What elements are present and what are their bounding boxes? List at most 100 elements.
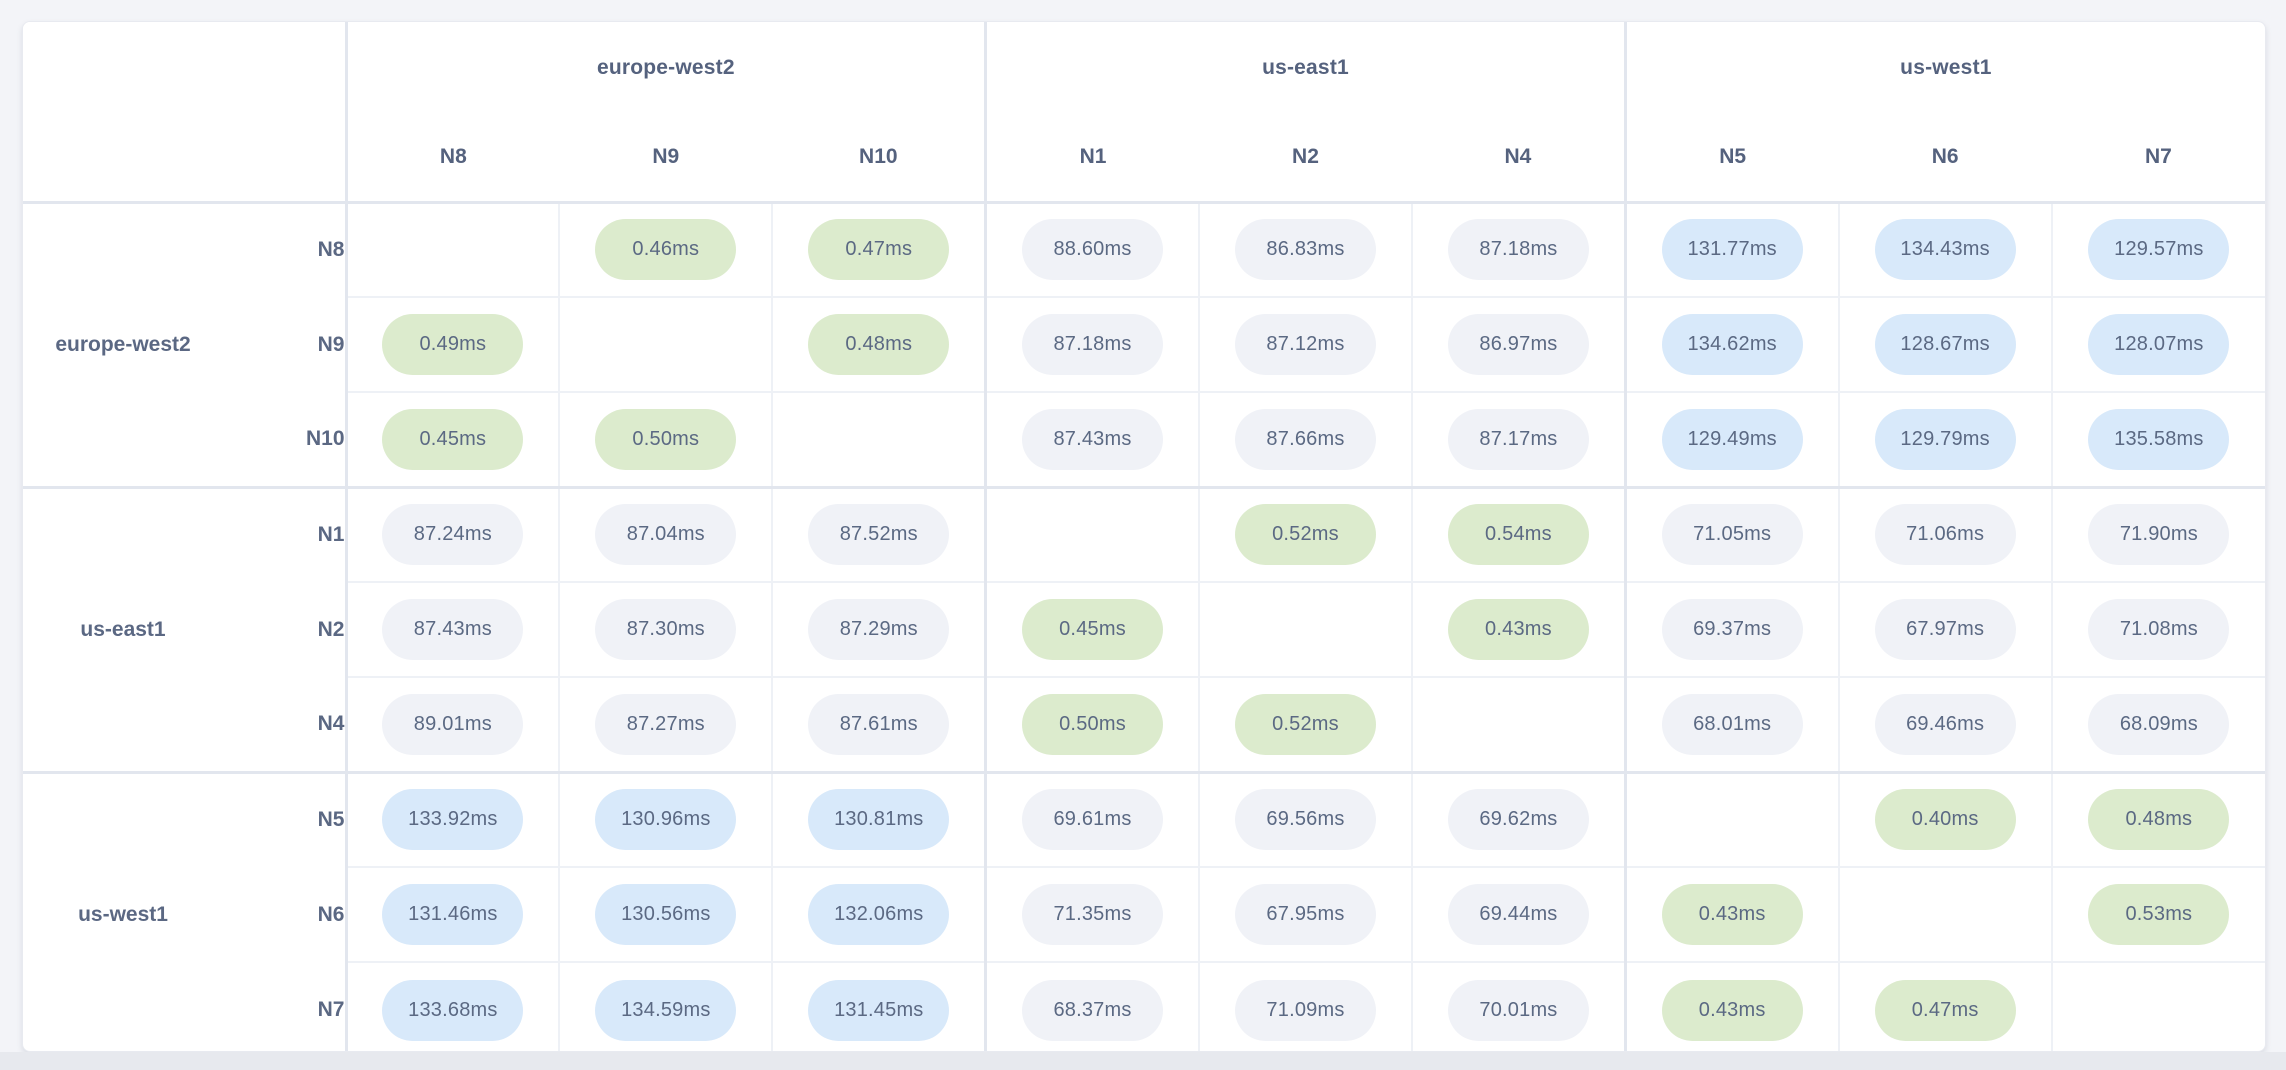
- latency-cell-N5-N10[interactable]: 130.81ms: [771, 770, 986, 867]
- latency-value-pill[interactable]: 68.09ms: [2088, 693, 2230, 755]
- latency-cell-N4-N8[interactable]: 89.01ms: [344, 676, 560, 772]
- latency-value-pill[interactable]: 0.40ms: [1874, 789, 2016, 851]
- latency-cell-N8-N10[interactable]: 0.47ms: [771, 200, 986, 297]
- latency-cell-N2-N1[interactable]: 0.45ms: [984, 581, 1199, 677]
- latency-cell-N4-N1[interactable]: 0.50ms: [984, 676, 1199, 772]
- latency-value-pill[interactable]: 134.62ms: [1661, 314, 1803, 375]
- latency-value-pill[interactable]: 0.43ms: [1661, 979, 1803, 1041]
- latency-value-pill[interactable]: 87.12ms: [1234, 314, 1376, 375]
- latency-cell-N9-N8[interactable]: 0.49ms: [344, 296, 560, 392]
- latency-value-pill[interactable]: 0.47ms: [808, 219, 950, 281]
- latency-value-pill[interactable]: 129.57ms: [2088, 219, 2230, 281]
- latency-value-pill[interactable]: 131.77ms: [1661, 219, 1803, 281]
- latency-cell-N1-N2[interactable]: 0.52ms: [1197, 485, 1413, 582]
- latency-cell-N2-N6[interactable]: 67.97ms: [1837, 581, 2052, 677]
- latency-cell-N5-N2[interactable]: 69.56ms: [1197, 770, 1413, 867]
- latency-value-pill[interactable]: 0.43ms: [1661, 884, 1803, 945]
- latency-cell-N7-N8[interactable]: 133.68ms: [344, 961, 560, 1051]
- latency-cell-N6-N10[interactable]: 132.06ms: [771, 866, 986, 962]
- latency-cell-N1-N10[interactable]: 87.52ms: [771, 485, 986, 582]
- latency-cell-N10-N5[interactable]: 129.49ms: [1623, 391, 1839, 487]
- latency-cell-N8-N1[interactable]: 88.60ms: [984, 200, 1199, 297]
- latency-cell-N1-N6[interactable]: 71.06ms: [1837, 485, 2052, 582]
- latency-value-pill[interactable]: 87.61ms: [808, 693, 950, 755]
- latency-value-pill[interactable]: 0.49ms: [382, 314, 524, 375]
- latency-cell-N5-N4[interactable]: 69.62ms: [1411, 770, 1626, 867]
- latency-cell-N8-N4[interactable]: 87.18ms: [1411, 200, 1626, 297]
- latency-value-pill[interactable]: 87.30ms: [595, 599, 737, 660]
- latency-value-pill[interactable]: 0.53ms: [2088, 884, 2230, 945]
- latency-cell-N1-N8[interactable]: 87.24ms: [344, 485, 560, 582]
- latency-value-pill[interactable]: 87.18ms: [1022, 314, 1164, 375]
- latency-cell-N9-N10[interactable]: 0.48ms: [771, 296, 986, 392]
- latency-cell-N6-N1[interactable]: 71.35ms: [984, 866, 1199, 962]
- latency-cell-N7-N4[interactable]: 70.01ms: [1411, 961, 1626, 1051]
- latency-value-pill[interactable]: 69.56ms: [1234, 789, 1376, 851]
- latency-value-pill[interactable]: 71.90ms: [2088, 504, 2230, 566]
- latency-cell-N6-N9[interactable]: 130.56ms: [558, 866, 773, 962]
- latency-value-pill[interactable]: 0.45ms: [382, 408, 524, 470]
- latency-cell-N4-N9[interactable]: 87.27ms: [558, 676, 773, 772]
- latency-value-pill[interactable]: 87.17ms: [1447, 408, 1589, 470]
- latency-cell-N7-N10[interactable]: 131.45ms: [771, 961, 986, 1051]
- latency-cell-N7-N1[interactable]: 68.37ms: [984, 961, 1199, 1051]
- latency-cell-N1-N9[interactable]: 87.04ms: [558, 485, 773, 582]
- latency-value-pill[interactable]: 69.37ms: [1661, 599, 1803, 660]
- latency-cell-N4-N6[interactable]: 69.46ms: [1837, 676, 2052, 772]
- latency-cell-N1-N4[interactable]: 0.54ms: [1411, 485, 1626, 582]
- latency-cell-N2-N9[interactable]: 87.30ms: [558, 581, 773, 677]
- latency-cell-N4-N10[interactable]: 87.61ms: [771, 676, 986, 772]
- latency-cell-N5-N9[interactable]: 130.96ms: [558, 770, 773, 867]
- latency-value-pill[interactable]: 131.46ms: [382, 884, 524, 945]
- latency-cell-N4-N2[interactable]: 0.52ms: [1197, 676, 1413, 772]
- latency-cell-N9-N2[interactable]: 87.12ms: [1197, 296, 1413, 392]
- latency-cell-N2-N4[interactable]: 0.43ms: [1411, 581, 1626, 677]
- latency-value-pill[interactable]: 68.37ms: [1022, 979, 1164, 1041]
- latency-cell-N5-N7[interactable]: 0.48ms: [2050, 770, 2265, 867]
- latency-cell-N8-N6[interactable]: 134.43ms: [1837, 200, 2052, 297]
- latency-value-pill[interactable]: 128.67ms: [1874, 314, 2016, 375]
- latency-cell-N6-N5[interactable]: 0.43ms: [1623, 866, 1839, 962]
- latency-value-pill[interactable]: 71.35ms: [1022, 884, 1164, 945]
- latency-cell-N8-N2[interactable]: 86.83ms: [1197, 200, 1413, 297]
- latency-value-pill[interactable]: 0.47ms: [1874, 979, 2016, 1041]
- latency-value-pill[interactable]: 0.52ms: [1234, 504, 1376, 566]
- latency-cell-N7-N2[interactable]: 71.09ms: [1197, 961, 1413, 1051]
- latency-value-pill[interactable]: 0.48ms: [2088, 789, 2230, 851]
- latency-cell-N9-N1[interactable]: 87.18ms: [984, 296, 1199, 392]
- latency-cell-N10-N6[interactable]: 129.79ms: [1837, 391, 2052, 487]
- latency-value-pill[interactable]: 87.66ms: [1234, 408, 1376, 470]
- latency-cell-N4-N5[interactable]: 68.01ms: [1623, 676, 1839, 772]
- latency-cell-N2-N10[interactable]: 87.29ms: [771, 581, 986, 677]
- latency-cell-N1-N5[interactable]: 71.05ms: [1623, 485, 1839, 582]
- latency-value-pill[interactable]: 68.01ms: [1661, 693, 1803, 755]
- latency-cell-N6-N4[interactable]: 69.44ms: [1411, 866, 1626, 962]
- latency-value-pill[interactable]: 134.59ms: [595, 979, 737, 1041]
- latency-value-pill[interactable]: 0.54ms: [1447, 504, 1589, 566]
- latency-value-pill[interactable]: 133.68ms: [382, 979, 524, 1041]
- latency-value-pill[interactable]: 69.44ms: [1447, 884, 1589, 945]
- latency-cell-N7-N6[interactable]: 0.47ms: [1837, 961, 2052, 1051]
- latency-cell-N10-N8[interactable]: 0.45ms: [344, 391, 560, 487]
- latency-value-pill[interactable]: 130.56ms: [595, 884, 737, 945]
- latency-cell-N2-N7[interactable]: 71.08ms: [2050, 581, 2265, 677]
- latency-cell-N5-N8[interactable]: 133.92ms: [344, 770, 560, 867]
- latency-value-pill[interactable]: 0.46ms: [595, 219, 737, 281]
- latency-value-pill[interactable]: 69.46ms: [1874, 693, 2016, 755]
- latency-cell-N1-N7[interactable]: 71.90ms: [2050, 485, 2265, 582]
- latency-value-pill[interactable]: 131.45ms: [808, 979, 950, 1041]
- latency-value-pill[interactable]: 69.62ms: [1447, 789, 1589, 851]
- latency-cell-N2-N8[interactable]: 87.43ms: [344, 581, 560, 677]
- latency-value-pill[interactable]: 0.52ms: [1234, 693, 1376, 755]
- latency-value-pill[interactable]: 87.27ms: [595, 693, 737, 755]
- latency-value-pill[interactable]: 71.09ms: [1234, 979, 1376, 1041]
- latency-value-pill[interactable]: 129.79ms: [1874, 408, 2016, 470]
- latency-cell-N5-N6[interactable]: 0.40ms: [1837, 770, 2052, 867]
- latency-value-pill[interactable]: 70.01ms: [1447, 979, 1589, 1041]
- latency-cell-N9-N4[interactable]: 86.97ms: [1411, 296, 1626, 392]
- latency-cell-N10-N4[interactable]: 87.17ms: [1411, 391, 1626, 487]
- latency-value-pill[interactable]: 133.92ms: [382, 789, 524, 851]
- latency-value-pill[interactable]: 0.50ms: [595, 408, 737, 470]
- latency-cell-N6-N2[interactable]: 67.95ms: [1197, 866, 1413, 962]
- latency-value-pill[interactable]: 87.52ms: [808, 504, 950, 566]
